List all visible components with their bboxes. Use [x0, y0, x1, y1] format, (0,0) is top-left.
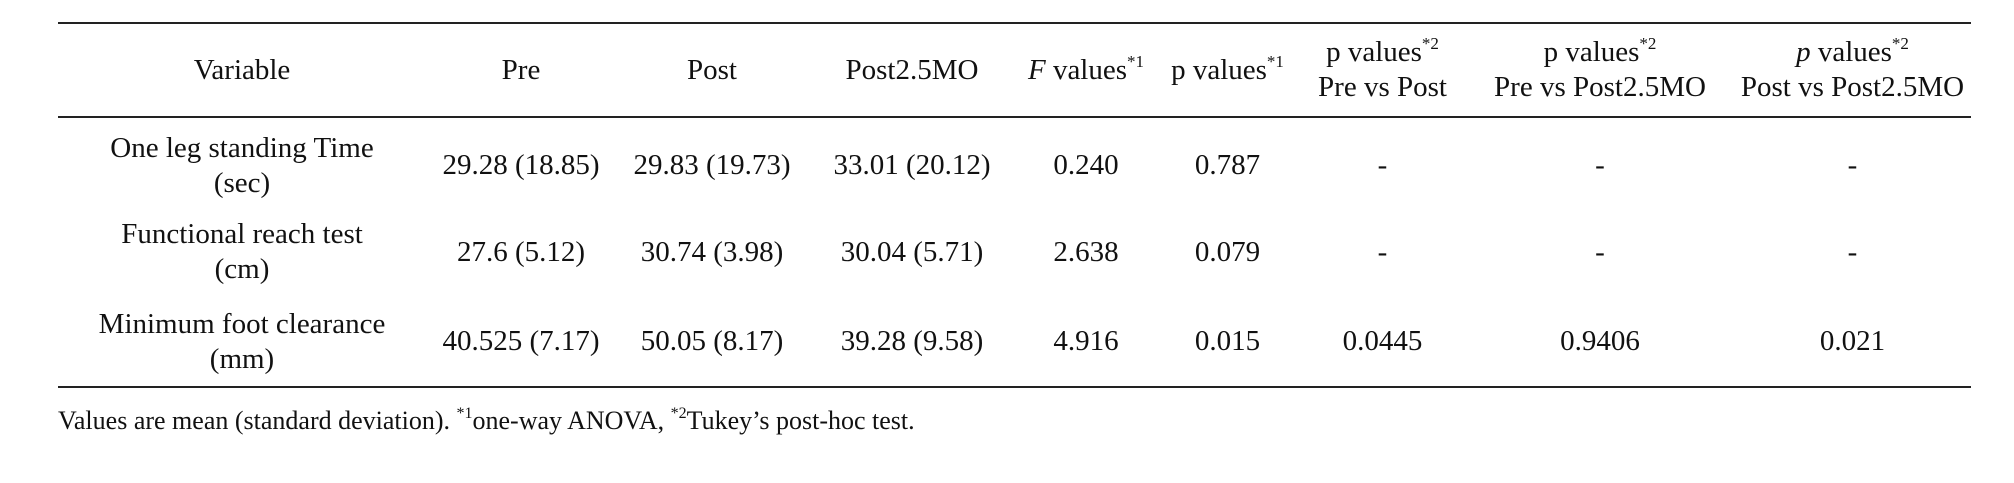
post25mo-cell: 30.04 (5.71): [840, 235, 984, 268]
header-pre: Pre: [426, 22, 616, 118]
variable-line2: (sec): [213, 166, 271, 199]
variable-line2: (mm): [209, 342, 275, 375]
footnote-part2: one-way ANOVA,: [472, 406, 671, 435]
p-pre-post25-cell: -: [1595, 149, 1605, 181]
footnote-part3: Tukey’s post-hoc test.: [686, 406, 915, 435]
table-row: Minimum foot clearance (mm) 40.525 (7.17)…: [58, 297, 1971, 388]
variable-cell: One leg standing Time (sec): [58, 117, 426, 207]
post-vs-post25-sup: *2: [1891, 34, 1909, 53]
f-cell: 4.916: [1016, 297, 1156, 388]
header-p-values: p values*1: [1156, 22, 1299, 118]
variable-line2: (cm): [214, 253, 270, 285]
variable-cell: Functional reach test (cm): [58, 207, 426, 297]
variable-line1: Functional reach test: [121, 218, 363, 250]
p-cell: 0.015: [1156, 297, 1299, 388]
post-vs-post25-sub: Post vs Post2.5MO: [1740, 71, 1965, 103]
post-cell: 50.05 (8.17): [616, 297, 808, 388]
table-header: Variable Pre Post Post2.5MO F values*1 p…: [58, 22, 1971, 118]
pre-vs-post-sub: Pre vs Post: [1318, 71, 1447, 103]
p-post-post25-cell: -: [1847, 149, 1858, 181]
f-values-sup: *1: [1127, 51, 1145, 71]
variable-line1: One leg standing Time: [110, 131, 374, 164]
post-cell: 29.83 (19.73): [633, 149, 791, 181]
header-row: Variable Pre Post Post2.5MO F values*1 p…: [58, 22, 1971, 118]
p-values-text: p values: [1171, 53, 1267, 86]
p-values-sup: *1: [1266, 51, 1284, 71]
post-vs-post25-letter: p: [1796, 36, 1811, 68]
header-post-vs-post25: p values*2 Post vs Post2.5MO: [1734, 22, 1971, 118]
pre-vs-post25-text: p values: [1543, 36, 1640, 68]
table-row: One leg standing Time (sec) 29.28 (18.85)…: [58, 117, 1971, 207]
header-pre-vs-post25: p values*2 Pre vs Post2.5MO: [1466, 22, 1734, 118]
results-table: Variable Pre Post Post2.5MO F values*1 p…: [58, 22, 1971, 388]
post-cell: 30.74 (3.98): [640, 235, 784, 268]
pre-cell: 29.28 (18.85): [442, 149, 600, 181]
table-footnote: Values are mean (standard deviation). *1…: [58, 404, 1558, 438]
pre-vs-post-text: p values: [1326, 36, 1422, 68]
pre-cell: 40.525 (7.17): [426, 297, 616, 388]
f-cell: 2.638: [1053, 235, 1119, 268]
p-cell: 0.079: [1194, 235, 1261, 268]
pre-vs-post25-sup: *2: [1639, 34, 1657, 53]
f-cell: 0.240: [1053, 149, 1119, 181]
p-cell: 0.787: [1194, 149, 1261, 181]
header-post: Post: [616, 22, 808, 118]
p-pre-post25-cell: -: [1595, 235, 1605, 268]
footnote-sup2: *2: [670, 405, 687, 422]
header-variable: Variable: [58, 22, 426, 118]
p-pre-post-cell: -: [1377, 235, 1388, 268]
p-pre-post25-cell: 0.9406: [1466, 297, 1734, 388]
table-row: Functional reach test (cm) 27.6 (5.12) 30…: [58, 207, 1971, 297]
table-body: One leg standing Time (sec) 29.28 (18.85)…: [58, 117, 1971, 388]
p-pre-post-cell: 0.0445: [1299, 297, 1466, 388]
pre-vs-post-sup: *2: [1421, 34, 1439, 53]
pre-vs-post25-sub: Pre vs Post2.5MO: [1494, 71, 1706, 103]
footnote-part1: Values are mean (standard deviation).: [58, 406, 457, 435]
footnote-sup1: *1: [456, 405, 473, 422]
p-post-post25-cell: -: [1847, 235, 1858, 268]
post-vs-post25-text: values: [1810, 36, 1892, 68]
header-f-values: F values*1: [1016, 22, 1156, 118]
variable-line1: Minimum foot clearance: [98, 307, 386, 340]
header-pre-vs-post: p values*2 Pre vs Post: [1299, 22, 1466, 118]
header-post25mo: Post2.5MO: [808, 22, 1016, 118]
f-values-text: values: [1045, 53, 1128, 86]
post25mo-cell: 33.01 (20.12): [833, 149, 991, 181]
p-pre-post-cell: -: [1377, 149, 1388, 181]
p-post-post25-cell: 0.021: [1734, 297, 1971, 388]
post25mo-cell: 39.28 (9.58): [808, 297, 1016, 388]
variable-cell: Minimum foot clearance (mm): [58, 297, 426, 388]
pre-cell: 27.6 (5.12): [456, 235, 586, 268]
f-letter: F: [1027, 53, 1046, 86]
